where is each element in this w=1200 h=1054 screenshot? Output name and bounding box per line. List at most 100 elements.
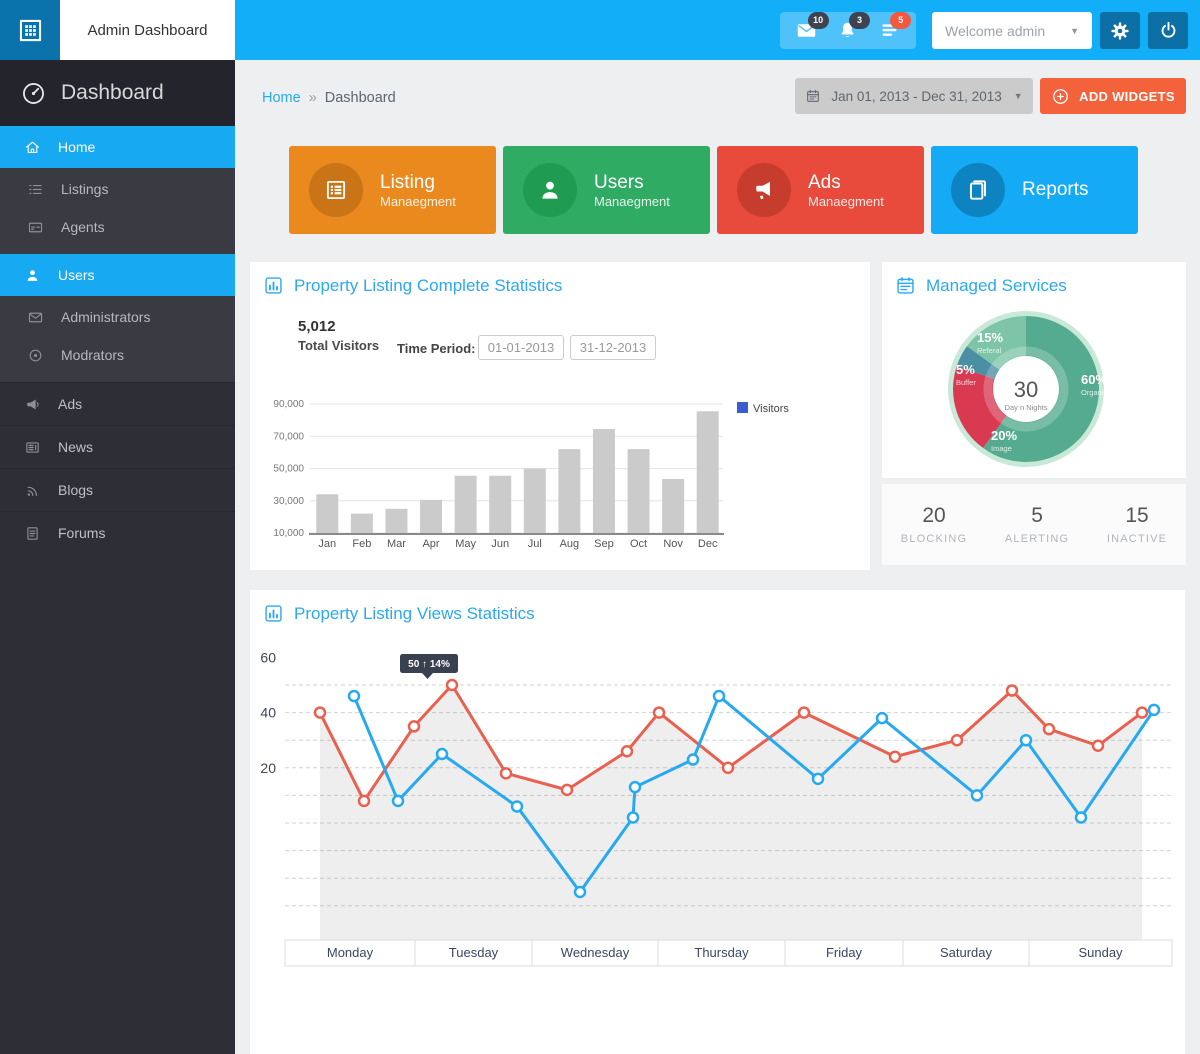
sidebar-item-label: Listings [61, 181, 109, 197]
megaphone-f-icon [751, 177, 777, 203]
svg-text:50 ↑ 14%: 50 ↑ 14% [408, 659, 450, 670]
managed-services-donut-chart: 60%Organic 20%Image 5%Buffer 15%Referal 30Da… [948, 311, 1108, 467]
add-widgets-label: ADD WIDGETS [1079, 88, 1175, 104]
sidebar-item-agents[interactable]: Agents [0, 208, 235, 246]
card-ads-management[interactable]: Ads Manaegment [717, 146, 924, 234]
svg-text:30: 30 [1014, 377, 1038, 402]
speedometer-icon [20, 80, 47, 107]
mail-notification[interactable]: 10 [792, 11, 829, 46]
sidebar-item-forums[interactable]: Forums [0, 511, 235, 554]
sidebar-item-modrators[interactable]: Modrators [0, 336, 235, 374]
notification-badge: 10 [807, 11, 829, 29]
card-subtitle: Manaegment [808, 193, 884, 209]
svg-text:20: 20 [260, 760, 276, 776]
sidebar-item-label: Home [58, 139, 96, 155]
svg-text:90,000: 90,000 [273, 399, 304, 410]
svg-text:May: May [455, 538, 476, 550]
card-listing-management[interactable]: Listing Manaegment [289, 146, 496, 234]
stat-value: 5 [1031, 504, 1043, 527]
panel-title: Property Listing Views Statistics [263, 603, 535, 624]
calendar-icon [805, 88, 821, 104]
plus-circle-icon [1051, 87, 1070, 106]
breadcrumb-current: Dashboard [324, 90, 396, 106]
sidebar-submenu: Listings Agents [0, 168, 235, 254]
list-icon [27, 181, 44, 198]
sidebar-item-ads[interactable]: Ads [0, 382, 235, 425]
app-logo[interactable] [0, 0, 60, 60]
user-menu[interactable]: Welcome admin ▼ [932, 12, 1092, 49]
stat-label: ALERTING [1004, 533, 1070, 545]
svg-text:15%: 15% [977, 330, 1003, 345]
sidebar-item-label: Forums [58, 525, 106, 541]
svg-text:60%: 60% [1081, 372, 1107, 387]
card-reports-management[interactable]: Reports [931, 146, 1138, 234]
file-icon [24, 525, 41, 542]
svg-text:Referal: Referal [977, 346, 1002, 355]
chart-tooltip: 50 ↑ 14% [400, 654, 458, 679]
panel-title-text: Property Listing Views Statistics [294, 603, 535, 623]
welcome-label: Welcome admin [945, 22, 1046, 39]
time-period-label: Time Period: [397, 341, 476, 356]
power-icon [1158, 20, 1179, 41]
svg-text:Nov: Nov [663, 538, 683, 550]
svg-text:50,000: 50,000 [273, 464, 304, 475]
sidebar-item-news[interactable]: News [0, 425, 235, 468]
svg-text:Monday: Monday [327, 945, 374, 960]
notification-tray: 10 3 5 [780, 11, 916, 49]
settings-button[interactable] [1100, 12, 1140, 49]
gear-icon [1109, 20, 1131, 42]
stat-value: 20 [922, 504, 946, 527]
card-title: Ads [808, 171, 841, 193]
date-range-picker[interactable]: Jan 01, 2013 - Dec 31, 2013 ▼ [795, 78, 1033, 114]
notification-badge: 5 [890, 11, 912, 29]
sidebar-item-blogs[interactable]: Blogs [0, 468, 235, 511]
svg-text:Thursday: Thursday [694, 945, 749, 960]
tasks-notification[interactable]: 5 [874, 11, 912, 46]
sidebar-item-home[interactable]: Home [0, 126, 235, 168]
managed-services-panel: Managed Services 60% Organic 20% Image 5% Buf… [882, 262, 1186, 478]
panel-title-text: Property Listing Complete Statistics [294, 275, 563, 295]
svg-text:Organic: Organic [1081, 388, 1108, 397]
svg-text:Wednesday: Wednesday [561, 945, 630, 960]
bell-notification[interactable]: 3 [833, 11, 870, 46]
sidebar-item-administrators[interactable]: Administrators [0, 298, 235, 336]
card-users-management[interactable]: Users Manaegment [503, 146, 710, 234]
chevron-down-icon: ▼ [1070, 25, 1079, 36]
card-title: Users [594, 171, 644, 193]
table-icon [323, 177, 349, 203]
svg-text:Oct: Oct [630, 538, 647, 550]
svg-text:Buffer: Buffer [956, 378, 976, 387]
card-icon-circle [737, 163, 791, 217]
svg-text:30,000: 30,000 [273, 496, 304, 507]
disc-icon [27, 347, 44, 364]
topbar: Admin Dashboard 10 3 5 Welcome admin ▼ [0, 0, 1200, 60]
sidebar-nav: Home Listings Agents Users Administrators Mod… [0, 126, 235, 554]
sidebar: Dashboard Home Listings Agents Users Adminis… [0, 60, 235, 1054]
svg-text:Dec: Dec [698, 538, 718, 550]
stat-value: 15 [1125, 504, 1149, 527]
person-icon [537, 177, 563, 203]
svg-text:20%: 20% [991, 428, 1017, 443]
svg-text:Sunday: Sunday [1078, 945, 1123, 960]
stat-blocking: 20 BLOCKING [901, 504, 967, 545]
sidebar-item-label: Ads [58, 396, 83, 412]
card-icon-circle [309, 163, 363, 217]
sidebar-item-listings[interactable]: Listings [0, 170, 235, 208]
total-visitors: 5,012 Total Visitors [298, 318, 379, 353]
app-title: Admin Dashboard [60, 0, 235, 60]
logout-button[interactable] [1148, 12, 1188, 49]
sidebar-item-label: Blogs [58, 482, 94, 498]
card-icon-circle [951, 163, 1005, 217]
svg-text:Image: Image [991, 444, 1012, 453]
add-widgets-button[interactable]: ADD WIDGETS [1040, 78, 1186, 114]
sidebar-item-users[interactable]: Users [0, 254, 235, 296]
date-range-label: Jan 01, 2013 - Dec 31, 2013 [831, 88, 1002, 104]
svg-text:5%: 5% [956, 362, 975, 377]
panel-title-text: Managed Services [926, 275, 1067, 295]
card-icon-circle [523, 163, 577, 217]
breadcrumb-home-link[interactable]: Home [262, 90, 301, 106]
svg-text:Jan: Jan [318, 538, 336, 550]
date-to-input[interactable] [570, 335, 656, 360]
date-from-input[interactable] [478, 335, 564, 360]
